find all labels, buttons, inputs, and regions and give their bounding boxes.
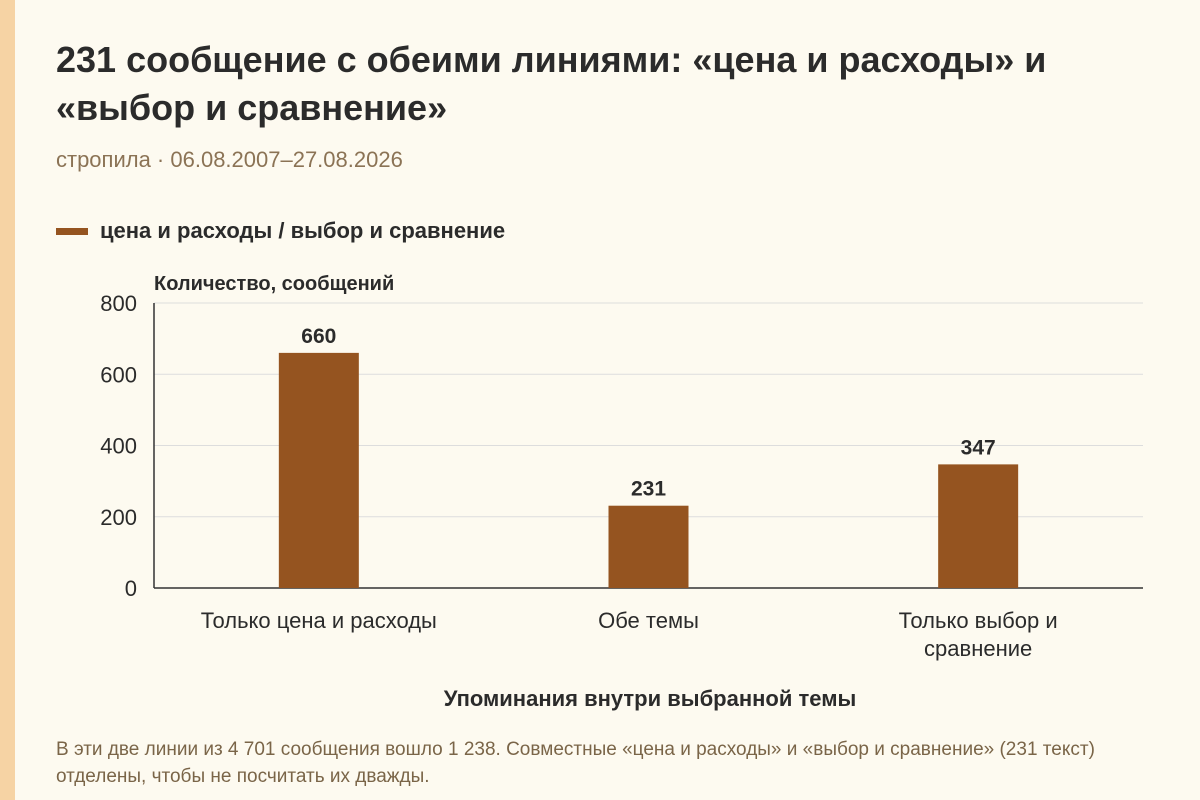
x-tick-label: Только выбор и сравнение (899, 608, 1058, 661)
y-tick-label: 0 (125, 576, 137, 601)
x-tick-label: Обе темы (598, 608, 699, 633)
chart-title: 231 сообщение с обеими линиями: «цена и … (56, 39, 1047, 128)
y-tick-label: 800 (100, 291, 137, 316)
x-tick-label: Только цена и расходы (201, 608, 437, 633)
bar (938, 464, 1019, 588)
data-label: 231 (631, 478, 666, 501)
legend: цена и расходы / выбор и сравнение (56, 218, 505, 244)
legend-label: цена и расходы / выбор и сравнение (100, 218, 506, 243)
accent-bar (0, 0, 15, 800)
data-label: 660 (301, 325, 336, 348)
footnote: В эти две линии из 4 701 сообщения вошло… (56, 739, 1095, 787)
legend-swatch (56, 227, 88, 235)
y-axis-title: Количество, сообщений (154, 273, 395, 295)
x-axis-title: Упоминания внутри выбранной темы (443, 686, 857, 711)
data-label: 347 (961, 436, 996, 459)
bar (608, 505, 689, 588)
chart-subtitle: стропила · 06.08.2007–27.08.2026 (56, 147, 403, 172)
y-tick-label: 600 (100, 362, 137, 387)
y-tick-label: 400 (100, 434, 137, 459)
bar (278, 352, 359, 588)
y-tick-label: 200 (100, 505, 137, 530)
